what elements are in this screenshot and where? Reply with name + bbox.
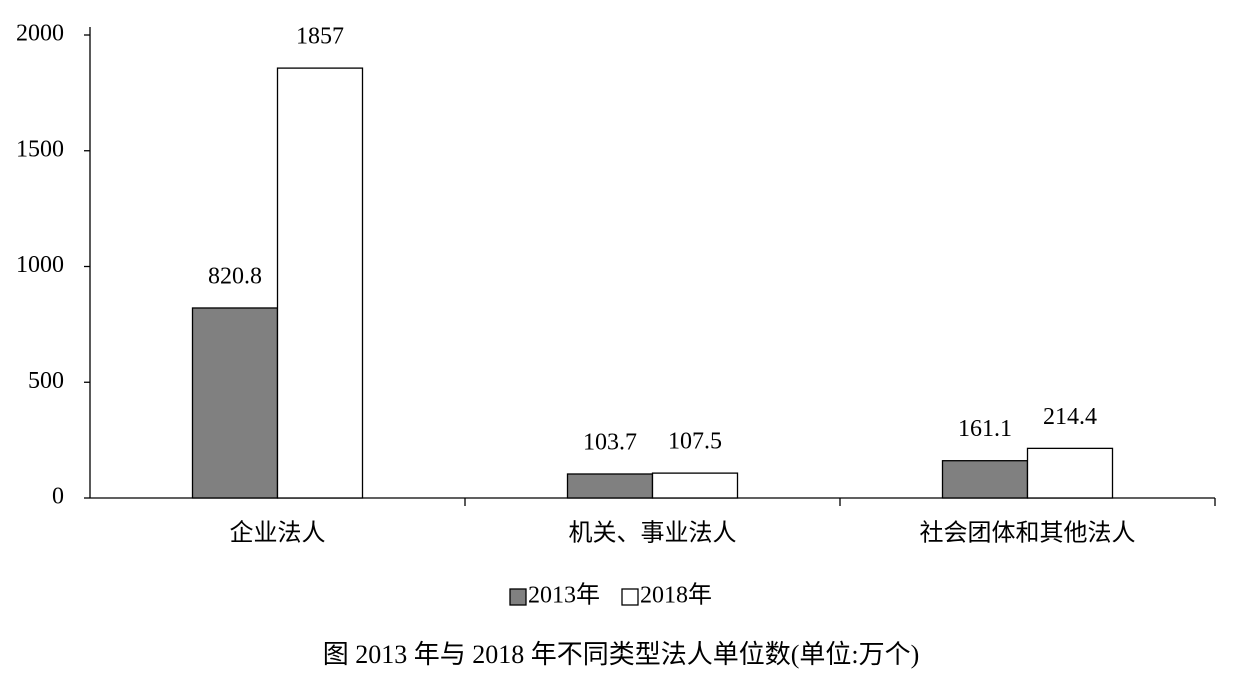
bar	[651, 472, 739, 499]
bar	[276, 67, 364, 499]
chart-title: 图 2013 年与 2018 年不同类型法人单位数(单位:万个)	[323, 640, 920, 669]
bar	[566, 473, 654, 499]
value-label: 107.5	[668, 429, 722, 455]
value-label: 161.1	[958, 416, 1012, 442]
x-tick-label: 企业法人	[230, 520, 326, 547]
value-label: 820.8	[208, 263, 262, 289]
x-tick-label: 机关、事业法人	[569, 520, 737, 547]
y-tick-label: 1000	[16, 252, 64, 278]
y-tick-label: 1500	[16, 136, 64, 162]
y-tick-label: 500	[28, 368, 64, 394]
legend-label: 2013年	[528, 582, 600, 609]
legend-marker	[509, 588, 527, 606]
bar	[941, 460, 1029, 499]
bar	[1026, 447, 1114, 499]
value-label: 103.7	[583, 429, 637, 455]
y-tick-label: 2000	[16, 21, 64, 47]
value-label: 214.4	[1043, 404, 1097, 430]
x-tick-label: 社会团体和其他法人	[920, 520, 1136, 547]
y-tick-label: 0	[52, 484, 64, 510]
legend-label: 2018年	[640, 582, 712, 609]
bar	[191, 307, 279, 499]
legend-marker	[621, 588, 639, 606]
value-label: 1857	[296, 24, 344, 50]
